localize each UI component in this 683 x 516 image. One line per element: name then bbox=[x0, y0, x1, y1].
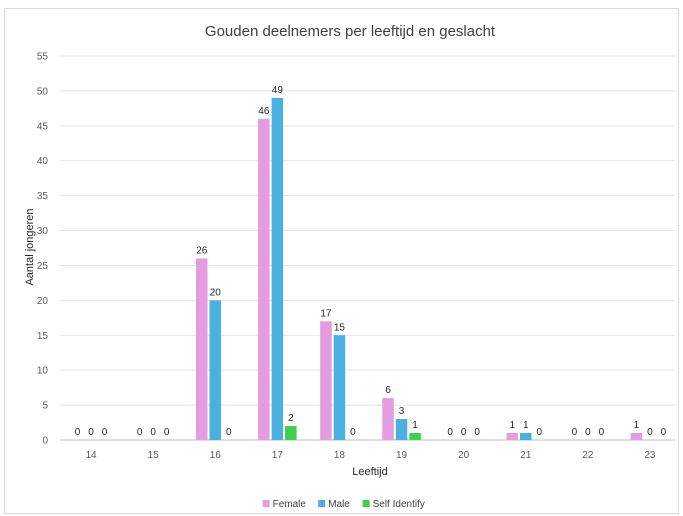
legend-swatch bbox=[318, 500, 326, 507]
bar-female bbox=[382, 398, 394, 440]
data-label: 0 bbox=[572, 427, 578, 438]
legend-swatch bbox=[362, 500, 370, 507]
data-label: 0 bbox=[474, 427, 480, 438]
x-tick-label: 21 bbox=[520, 450, 532, 461]
x-tick-label: 17 bbox=[272, 450, 284, 461]
data-label: 1 bbox=[523, 420, 529, 431]
x-tick-label: 23 bbox=[644, 450, 656, 461]
bar-female bbox=[506, 433, 518, 440]
data-label: 17 bbox=[320, 308, 332, 319]
data-label: 0 bbox=[150, 427, 156, 438]
bar-female bbox=[630, 433, 643, 440]
bar-male bbox=[333, 335, 346, 440]
data-label: 0 bbox=[164, 427, 170, 438]
data-label: 0 bbox=[88, 427, 94, 438]
y-tick-label: 45 bbox=[37, 121, 49, 132]
legend-label: Male bbox=[328, 499, 350, 510]
data-label: 0 bbox=[102, 427, 108, 438]
data-label: 0 bbox=[75, 427, 81, 438]
y-tick-label: 50 bbox=[37, 86, 49, 97]
data-label: 26 bbox=[196, 245, 208, 256]
bar-female bbox=[320, 321, 332, 440]
bar-male bbox=[395, 419, 408, 440]
x-axis-ticks: 14 15 16 17 18 19 20 21 22 23 bbox=[85, 450, 655, 461]
data-label: 0 bbox=[447, 427, 453, 438]
bar-male bbox=[209, 300, 221, 440]
data-label: 0 bbox=[536, 427, 542, 438]
y-tick-label: 40 bbox=[37, 156, 49, 167]
y-tick-label: 15 bbox=[37, 331, 49, 342]
data-label: 20 bbox=[210, 287, 222, 298]
gridlines bbox=[60, 55, 675, 441]
y-tick-label: 35 bbox=[37, 191, 49, 202]
y-axis-ticks: 0 5 10 15 20 25 30 35 40 45 50 55 bbox=[37, 52, 49, 447]
y-axis-title: Aantal jongeren bbox=[24, 208, 36, 285]
legend-label: Female bbox=[273, 499, 307, 510]
data-label: 0 bbox=[137, 427, 143, 438]
data-label: 49 bbox=[272, 85, 284, 96]
bar-self-identify bbox=[409, 433, 421, 440]
y-tick-label: 30 bbox=[37, 226, 49, 237]
data-label: 0 bbox=[461, 427, 467, 438]
data-label: 0 bbox=[226, 427, 232, 438]
bar-male bbox=[520, 433, 532, 440]
x-tick-label: 20 bbox=[458, 450, 470, 461]
data-label: 1 bbox=[412, 420, 418, 431]
x-tick-label: 16 bbox=[210, 450, 222, 461]
data-label: 2 bbox=[288, 413, 294, 424]
x-tick-label: 15 bbox=[148, 450, 160, 461]
legend-label: Self Identify bbox=[373, 499, 425, 510]
data-label: 0 bbox=[647, 427, 653, 438]
legend: Female Male Self Identify bbox=[262, 499, 425, 510]
chart-title: Gouden deelnemers per leeftijd en geslac… bbox=[205, 23, 496, 40]
x-tick-label: 22 bbox=[582, 450, 594, 461]
data-label: 15 bbox=[334, 322, 346, 333]
data-label: 0 bbox=[599, 427, 605, 438]
data-label: 0 bbox=[350, 427, 356, 438]
bar-female bbox=[196, 258, 208, 440]
legend-swatch bbox=[262, 500, 270, 507]
y-tick-label: 25 bbox=[37, 261, 49, 272]
data-label: 1 bbox=[509, 420, 515, 431]
data-label: 0 bbox=[585, 427, 591, 438]
y-tick-label: 10 bbox=[37, 366, 49, 377]
data-label: 3 bbox=[399, 406, 405, 417]
y-tick-label: 5 bbox=[42, 401, 48, 412]
y-tick-label: 55 bbox=[37, 52, 49, 63]
data-label: 46 bbox=[258, 106, 270, 117]
y-tick-label: 0 bbox=[42, 436, 48, 447]
data-label: 0 bbox=[661, 427, 667, 438]
y-tick-label: 20 bbox=[37, 296, 49, 307]
data-label: 6 bbox=[385, 385, 391, 396]
x-tick-label: 18 bbox=[334, 450, 346, 461]
data-label: 1 bbox=[634, 420, 640, 431]
bar-female bbox=[258, 118, 270, 440]
bar-self-identify bbox=[285, 426, 297, 440]
x-axis-title: Leeftijd bbox=[352, 466, 387, 478]
x-tick-label: 19 bbox=[396, 450, 408, 461]
bar-male bbox=[271, 97, 284, 441]
x-tick-label: 14 bbox=[85, 450, 97, 461]
bars bbox=[196, 97, 643, 441]
